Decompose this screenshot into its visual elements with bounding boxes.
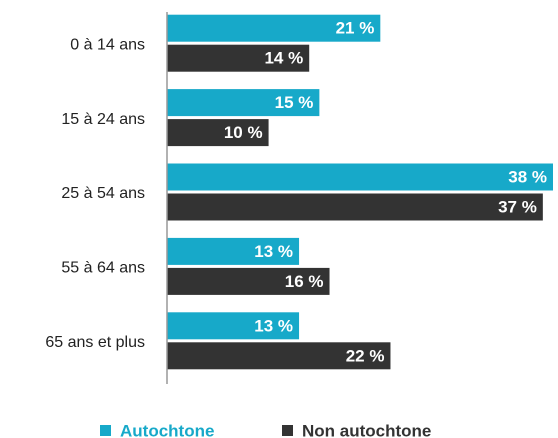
bar: [167, 89, 320, 117]
value-label: 16 %: [285, 272, 324, 291]
bar: [167, 119, 269, 147]
value-label: 21 %: [336, 19, 375, 38]
bar: [167, 342, 391, 370]
legend-label: Autochtone: [120, 421, 214, 438]
value-label: 37 %: [498, 197, 537, 216]
value-label: 13 %: [254, 242, 293, 261]
value-label: 10 %: [224, 123, 263, 142]
bar: [167, 267, 330, 295]
bar: [167, 163, 553, 191]
category-label: 25 à 54 ans: [61, 185, 145, 202]
value-label: 13 %: [254, 316, 293, 335]
bar: [167, 237, 300, 265]
category-label: 15 à 24 ans: [61, 111, 145, 128]
category-label: 0 à 14 ans: [70, 36, 145, 53]
bar: [167, 14, 381, 42]
bar: [167, 312, 300, 340]
category-label: 55 à 64 ans: [61, 260, 145, 277]
value-label: 22 %: [346, 346, 385, 365]
bar: [167, 193, 543, 221]
value-label: 38 %: [508, 167, 547, 186]
value-label: 15 %: [275, 93, 314, 112]
category-label: 65 ans et plus: [45, 334, 145, 351]
legend-swatch: [282, 425, 293, 436]
legend-label: Non autochtone: [302, 421, 431, 438]
value-label: 14 %: [264, 49, 303, 68]
legend-swatch: [100, 425, 111, 436]
bar: [167, 44, 310, 72]
